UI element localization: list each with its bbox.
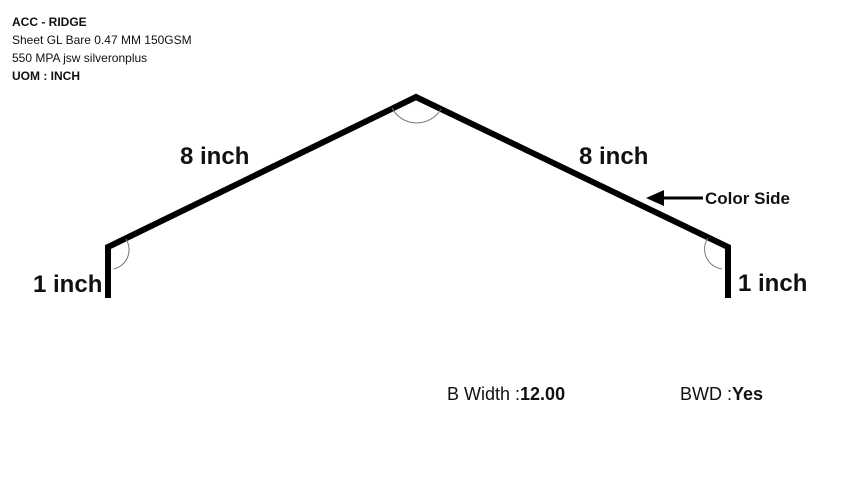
right-angle-arc xyxy=(704,237,723,270)
right-slope-dimension: 8 inch xyxy=(579,143,648,170)
bwd-label: BWD : xyxy=(680,384,732,404)
color-side-label: Color Side xyxy=(705,189,790,208)
color-side-arrow-icon xyxy=(646,190,664,206)
right-leg-dimension: 1 inch xyxy=(738,270,807,297)
bwd-value: Yes xyxy=(732,384,764,404)
product-title: ACC - RIDGE xyxy=(12,15,87,29)
bwd-field: BWD :Yes xyxy=(680,384,763,405)
header-block: ACC - RIDGE Sheet GL Bare 0.47 MM 150GSM… xyxy=(12,13,192,85)
b-width-field: B Width :12.00 xyxy=(447,384,565,405)
uom-label: UOM : INCH xyxy=(12,69,80,83)
apex-angle-arc xyxy=(391,107,442,124)
left-angle-arc xyxy=(113,238,130,270)
ridge-profile-line xyxy=(105,93,731,298)
left-slope-dimension: 8 inch xyxy=(180,143,249,170)
b-width-value: 12.00 xyxy=(520,384,566,404)
material-line-2: 550 MPA jsw silveronplus xyxy=(12,51,148,65)
left-leg-dimension: 1 inch xyxy=(33,271,102,298)
material-line-1: Sheet GL Bare 0.47 MM 150GSM xyxy=(12,33,192,47)
b-width-label: B Width : xyxy=(447,384,521,404)
